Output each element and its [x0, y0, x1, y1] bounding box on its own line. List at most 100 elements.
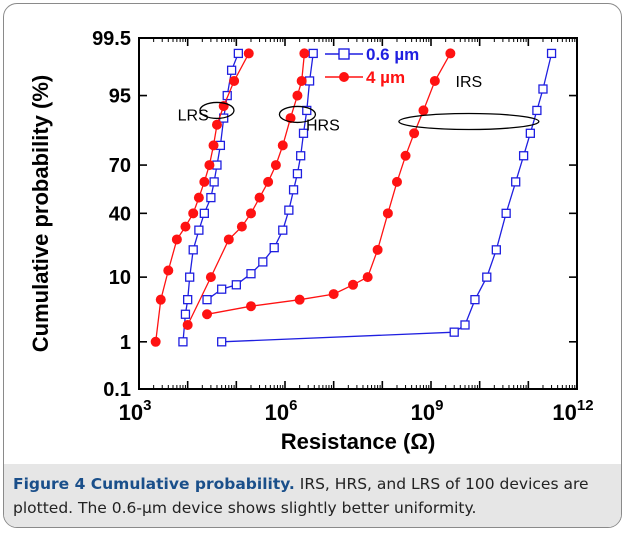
data-point-square	[304, 76, 315, 86]
data-point-circle	[245, 208, 256, 219]
y-tick-label: 1	[120, 332, 131, 354]
y-tick-label: 99.5	[92, 28, 131, 50]
data-point-circle	[211, 119, 222, 130]
data-point-square	[185, 272, 195, 282]
annotation-label: IRS	[456, 74, 483, 91]
data-point-square	[178, 337, 188, 347]
data-point-square	[518, 151, 529, 161]
data-point-circle	[155, 294, 166, 305]
data-point-circle	[277, 140, 288, 151]
data-point-square	[532, 105, 542, 116]
data-point-square	[525, 128, 535, 138]
data-point-square	[308, 48, 318, 59]
data-point-circle	[391, 176, 402, 187]
data-point-circle	[243, 48, 254, 59]
data-point-square	[202, 295, 212, 305]
data-point-circle	[299, 48, 310, 59]
chart-area: 103 106 109 1012 0.1 1 10 40 70 95 99.5 Resistance …	[4, 4, 621, 464]
data-point-square	[298, 128, 309, 138]
data-point-square	[302, 105, 312, 116]
annotation-label: HRS	[306, 118, 340, 135]
data-point-circle	[362, 272, 373, 283]
data-point-circle	[348, 279, 359, 290]
x-tick-exponent: 9	[435, 397, 443, 414]
data-point-circle	[400, 150, 411, 161]
x-tick-exponent: 6	[289, 397, 297, 414]
data-point-circle	[205, 272, 216, 283]
data-point-square	[183, 295, 193, 305]
x-tick-label: 1012	[552, 397, 593, 425]
data-point-square	[501, 208, 511, 218]
data-point-square	[284, 205, 294, 215]
y-tick-label: 95	[109, 86, 131, 108]
data-point-square	[538, 84, 548, 94]
x-tick-exponent: 12	[577, 397, 594, 414]
data-point-square	[546, 48, 557, 59]
series-line-blue-irs	[221, 53, 553, 343]
data-point-circle	[229, 75, 240, 86]
data-point-circle	[445, 48, 456, 59]
legend-label-red: 4 µm	[366, 68, 405, 87]
data-point-square	[180, 309, 191, 319]
data-point-circle	[193, 192, 204, 203]
data-point-square	[188, 245, 198, 255]
figure-card: 103 106 109 1012 0.1 1 10 40 70 95 99.5 Resistance …	[3, 3, 622, 528]
data-point-square	[296, 151, 306, 161]
data-point-circle	[180, 221, 191, 232]
caption-text: IRS, HRS, and LRS of 100 devices are plo…	[13, 475, 589, 517]
legend-marker-square	[338, 48, 350, 60]
data-point-circle	[409, 128, 420, 139]
legend-label-blue: 0.6 µm	[366, 45, 419, 64]
data-point-square	[292, 169, 303, 179]
data-point-square	[460, 320, 470, 330]
data-point-square	[482, 272, 492, 282]
data-point-square	[199, 208, 209, 218]
x-tick-base: 10	[265, 400, 289, 425]
data-point-circle	[171, 234, 182, 245]
data-point-square	[491, 245, 501, 255]
annotation-label: LRS	[178, 107, 209, 124]
data-point-square	[231, 280, 241, 290]
data-point-circle	[188, 208, 199, 219]
data-point-square	[222, 90, 232, 101]
x-tick-base: 10	[119, 400, 143, 425]
data-point-circle	[199, 176, 210, 187]
data-point-circle	[285, 113, 296, 124]
data-point-circle	[429, 75, 440, 86]
data-point-circle	[418, 105, 429, 116]
y-axis-title: Cumulative probability (%)	[28, 75, 53, 352]
x-tick-label: 106	[265, 397, 298, 425]
series-line-red-hrs	[187, 53, 306, 326]
y-tick-label: 70	[109, 155, 131, 177]
data-point-square	[217, 337, 227, 347]
data-point-square	[226, 65, 237, 75]
data-point-circle	[270, 160, 281, 171]
data-point-square	[449, 327, 459, 337]
x-tick-base: 10	[411, 400, 435, 425]
data-point-square	[288, 185, 299, 195]
data-point-square	[194, 225, 204, 235]
data-point-circle	[163, 265, 174, 276]
data-point-circle	[236, 221, 247, 232]
data-point-circle	[263, 176, 274, 187]
series-line-red-irs	[206, 53, 451, 315]
data-point-circle	[245, 301, 256, 312]
data-point-circle	[223, 234, 234, 245]
data-point-circle	[202, 309, 213, 320]
data-point-square	[246, 269, 256, 279]
data-point-circle	[328, 289, 339, 300]
data-point-circle	[208, 140, 219, 151]
x-axis-title: Resistance (Ω)	[281, 429, 436, 454]
x-tick-label: 103	[119, 397, 152, 425]
data-point-circle	[382, 208, 393, 219]
data-point-square	[206, 192, 216, 203]
cumulative-probability-chart: 103 106 109 10120.111040709599.5Resistance …	[28, 28, 594, 454]
caption-area: Figure 4 Cumulative probability. IRS, HR…	[4, 464, 621, 527]
y-tick-label: 10	[109, 267, 131, 289]
x-tick-exponent: 3	[143, 397, 151, 414]
data-point-circle	[182, 319, 193, 330]
data-point-circle	[372, 244, 383, 255]
data-point-circle	[296, 75, 307, 86]
data-point-circle	[204, 160, 215, 171]
x-tick-base: 10	[552, 400, 576, 425]
